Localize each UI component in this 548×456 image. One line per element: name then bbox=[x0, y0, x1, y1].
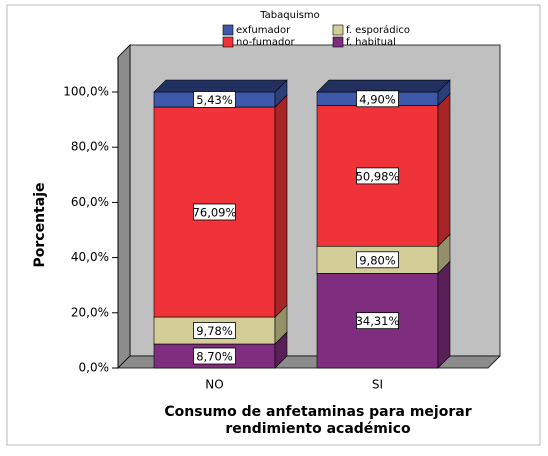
x-axis-label: Consumo de anfetaminas para mejorar bbox=[164, 404, 471, 420]
bar-side bbox=[274, 94, 288, 318]
bar-top bbox=[316, 79, 451, 93]
y-tick-label: 80,0% bbox=[71, 140, 109, 154]
legend-swatch bbox=[222, 36, 234, 48]
value-label-box bbox=[193, 203, 236, 221]
legend-swatch bbox=[332, 24, 344, 36]
bar-segment bbox=[153, 316, 276, 345]
value-label-box bbox=[193, 322, 236, 339]
y-tick-label: 0,0% bbox=[79, 361, 110, 375]
value-label-box bbox=[356, 251, 399, 269]
value-label: 76,09% bbox=[193, 205, 237, 219]
value-label-box bbox=[356, 167, 399, 185]
bar-side bbox=[437, 260, 451, 369]
legend-title: Tabaquismo bbox=[259, 10, 320, 21]
legend-label: no-fumador bbox=[236, 37, 295, 48]
legend-label: exfumador bbox=[236, 25, 291, 36]
value-label: 4,90% bbox=[359, 92, 396, 106]
legend-swatch bbox=[222, 24, 234, 36]
bar-top bbox=[153, 79, 288, 93]
value-label: 8,70% bbox=[196, 349, 233, 363]
value-label: 9,78% bbox=[196, 324, 233, 338]
value-label-box bbox=[356, 312, 399, 330]
y-tick-label: 100,0% bbox=[63, 85, 109, 99]
value-label-box bbox=[356, 90, 399, 108]
y-tick-label: 60,0% bbox=[71, 195, 109, 209]
value-label: 9,80% bbox=[359, 253, 396, 267]
legend-label: f. habitual bbox=[346, 37, 396, 48]
bar-side bbox=[437, 92, 451, 247]
value-label-box bbox=[193, 347, 236, 365]
y-tick-label: 40,0% bbox=[71, 250, 109, 264]
legend-label: f. esporádico bbox=[346, 24, 410, 36]
value-label-box bbox=[193, 91, 236, 108]
value-label: 50,98% bbox=[356, 169, 400, 183]
x-axis-label: rendimiento académico bbox=[225, 421, 411, 437]
y-axis-label: Porcentaje bbox=[32, 183, 48, 268]
x-tick-label: SI bbox=[372, 378, 383, 392]
side-wall bbox=[117, 44, 131, 369]
value-label: 5,43% bbox=[196, 93, 233, 107]
legend-swatch bbox=[332, 36, 344, 48]
x-tick-label: NO bbox=[205, 378, 223, 392]
value-label: 34,31% bbox=[356, 314, 400, 328]
y-tick-label: 20,0% bbox=[71, 305, 109, 319]
